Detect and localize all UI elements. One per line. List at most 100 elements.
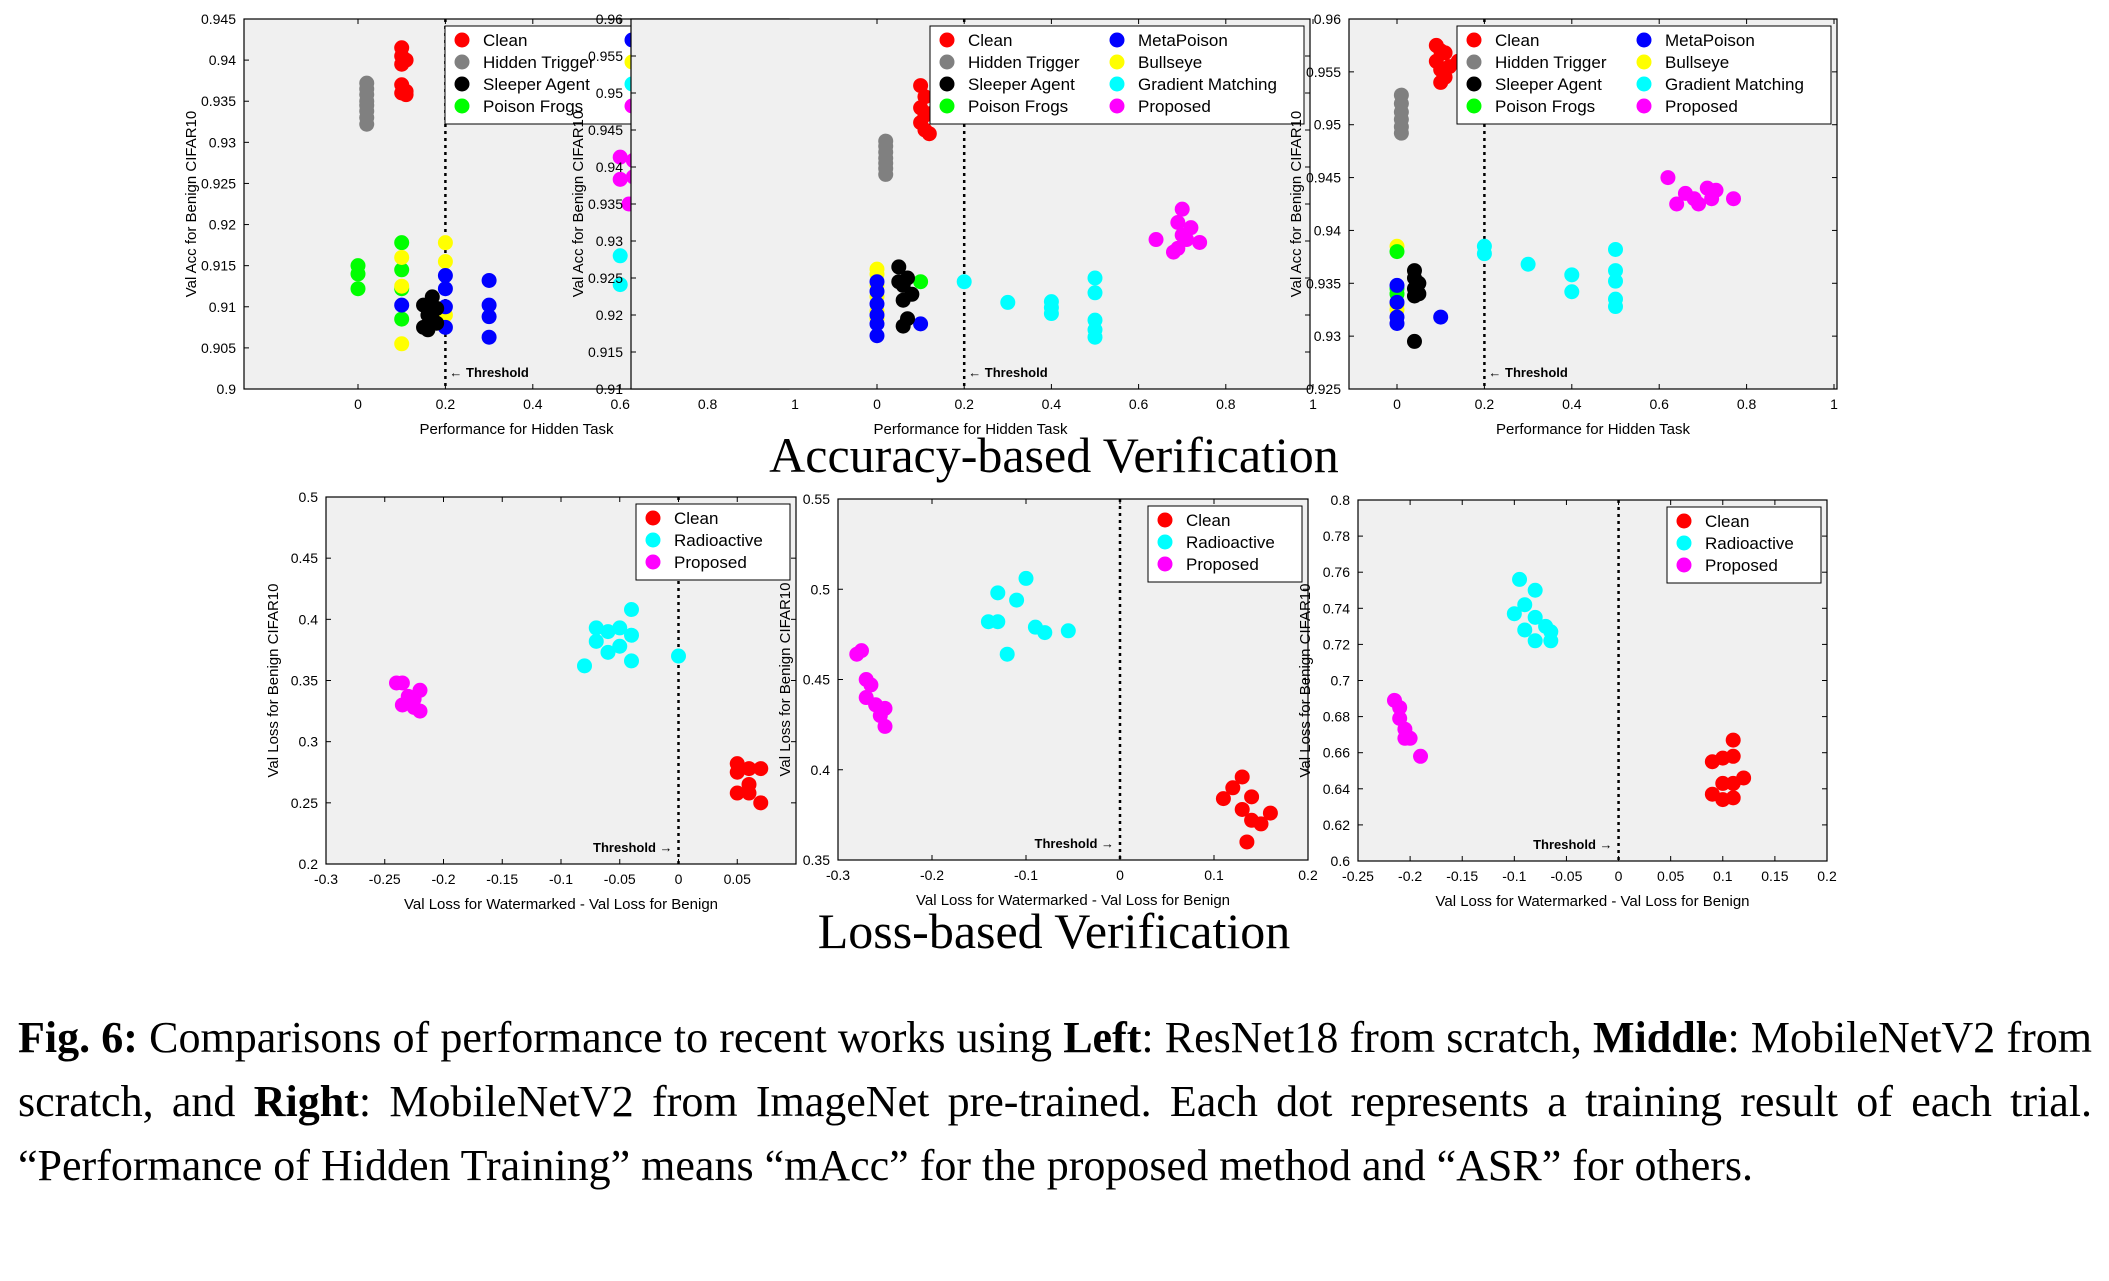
legend-label: Proposed: [1186, 555, 1259, 574]
data-point: [481, 329, 497, 345]
data-point: [1389, 244, 1405, 260]
data-point: [429, 315, 445, 331]
legend-marker: [645, 532, 661, 548]
data-point: [878, 166, 894, 182]
data-point: [741, 761, 757, 777]
data-point: [1725, 790, 1741, 806]
y-tick-label: 0.935: [588, 196, 623, 212]
data-point: [1009, 592, 1025, 608]
series-metapoison: [1389, 277, 1449, 331]
legend-marker: [1676, 513, 1692, 529]
legend-marker: [1636, 98, 1652, 114]
caption-middle-label: Middle: [1593, 1013, 1728, 1062]
y-tick-label: 0.955: [588, 48, 623, 64]
data-point: [612, 171, 628, 187]
data-point: [1392, 700, 1408, 716]
y-tick-label: 0.93: [209, 134, 236, 150]
y-tick-label: 0.62: [1323, 817, 1350, 833]
x-tick-label: 0.6: [1649, 396, 1669, 412]
y-tick-label: 0.66: [1323, 745, 1350, 761]
x-tick-label: 1: [1309, 396, 1317, 412]
y-tick-label: 0.91: [209, 299, 236, 315]
legend-marker: [1676, 557, 1692, 573]
legend-marker: [454, 54, 470, 70]
data-point: [1517, 597, 1533, 613]
data-point: [1660, 170, 1676, 186]
y-axis-label: Val Loss for Benign CIFAR10: [777, 583, 794, 777]
data-point: [990, 614, 1006, 630]
y-tick-label: 0.92: [209, 217, 236, 233]
data-point: [1564, 267, 1580, 283]
legend: Clean Radioactive Proposed: [1147, 505, 1303, 583]
legend: Clean Radioactive Proposed: [1666, 506, 1822, 584]
legend-marker: [1636, 32, 1652, 48]
x-axis-label: Performance for Hidden Task: [874, 421, 1068, 438]
data-point: [869, 296, 885, 312]
data-point: [741, 785, 757, 801]
data-point: [863, 677, 879, 693]
caption-text-2: : ResNet18 from scratch,: [1141, 1013, 1594, 1062]
data-point: [1253, 816, 1269, 832]
data-point: [1608, 263, 1623, 279]
y-axis-label: Val Loss for Benign CIFAR10: [1297, 584, 1314, 778]
x-tick-label: 0.4: [523, 396, 543, 412]
y-tick-label: 0.35: [291, 673, 318, 689]
threshold-label: ← Threshold: [449, 365, 529, 380]
x-tick-label: 0: [1393, 396, 1401, 412]
series-proposed: [389, 675, 428, 719]
y-tick-label: 0.925: [201, 175, 236, 191]
data-point: [600, 624, 616, 640]
data-point: [1389, 277, 1405, 293]
legend-marker: [939, 76, 955, 92]
y-tick-label: 0.35: [803, 852, 830, 868]
chart-6: 0.6 0.62 0.64 0.66 0.68 0.7 0.72 0.74 0.76 0.78 0.…: [1297, 492, 1837, 910]
chart-4: 0.2 0.25 0.3 0.35 0.4 0.45 0.5 -0.3 -0.25 -0.2 -0.…: [265, 489, 797, 913]
legend-label: Proposed: [1138, 97, 1211, 116]
x-tick-label: 0.2: [954, 396, 974, 412]
data-point: [900, 270, 916, 286]
y-tick-label: 0.55: [803, 491, 830, 507]
series-hidden-trigger: [359, 75, 375, 132]
data-point: [1043, 306, 1059, 322]
data-point: [1225, 780, 1241, 796]
data-point: [394, 235, 410, 251]
y-tick-label: 0.935: [201, 93, 236, 109]
legend-marker: [939, 98, 955, 114]
y-tick-label: 0.5: [299, 489, 319, 505]
data-point: [753, 761, 769, 777]
data-point: [481, 297, 497, 313]
data-point: [412, 703, 428, 719]
data-point: [1669, 196, 1685, 212]
accuracy-section-title: Accuracy-based Verification: [769, 427, 1339, 483]
data-point: [1512, 571, 1528, 587]
data-point: [394, 249, 410, 265]
y-axis-label: Val Acc for Benign CIFAR10: [183, 111, 200, 297]
data-point: [1608, 241, 1623, 257]
data-point: [437, 281, 453, 297]
legend-box: [1666, 506, 1822, 584]
y-tick-label: 0.64: [1323, 781, 1350, 797]
series-proposed: [849, 643, 893, 734]
data-point: [729, 764, 745, 780]
y-tick-label: 0.72: [1323, 636, 1350, 652]
x-tick-label: 0.1: [1204, 867, 1224, 883]
series-radioactive: [980, 570, 1076, 662]
data-point: [1244, 789, 1260, 805]
data-point: [1389, 315, 1405, 331]
x-tick-label: 1: [791, 396, 799, 412]
y-tick-label: 0.92: [596, 307, 623, 323]
x-tick-label: -0.25: [1342, 868, 1374, 884]
data-point: [1704, 191, 1720, 207]
data-point: [1148, 232, 1164, 248]
threshold-label: Threshold →: [593, 840, 672, 855]
data-point: [891, 259, 907, 275]
x-axis-label: Val Loss for Watermarked - Val Loss for …: [404, 896, 718, 913]
x-tick-label: -0.15: [486, 871, 518, 887]
legend-label: Clean: [1705, 512, 1749, 531]
threshold-label: Threshold →: [1035, 836, 1114, 851]
series-gradient-matching: [956, 270, 1103, 345]
legend-label: Sleeper Agent: [968, 75, 1075, 94]
data-point: [1179, 232, 1195, 248]
caption-text-4: : MobileNetV2 from ImageNet pre-trained.…: [18, 1077, 2092, 1190]
data-point: [729, 785, 745, 801]
